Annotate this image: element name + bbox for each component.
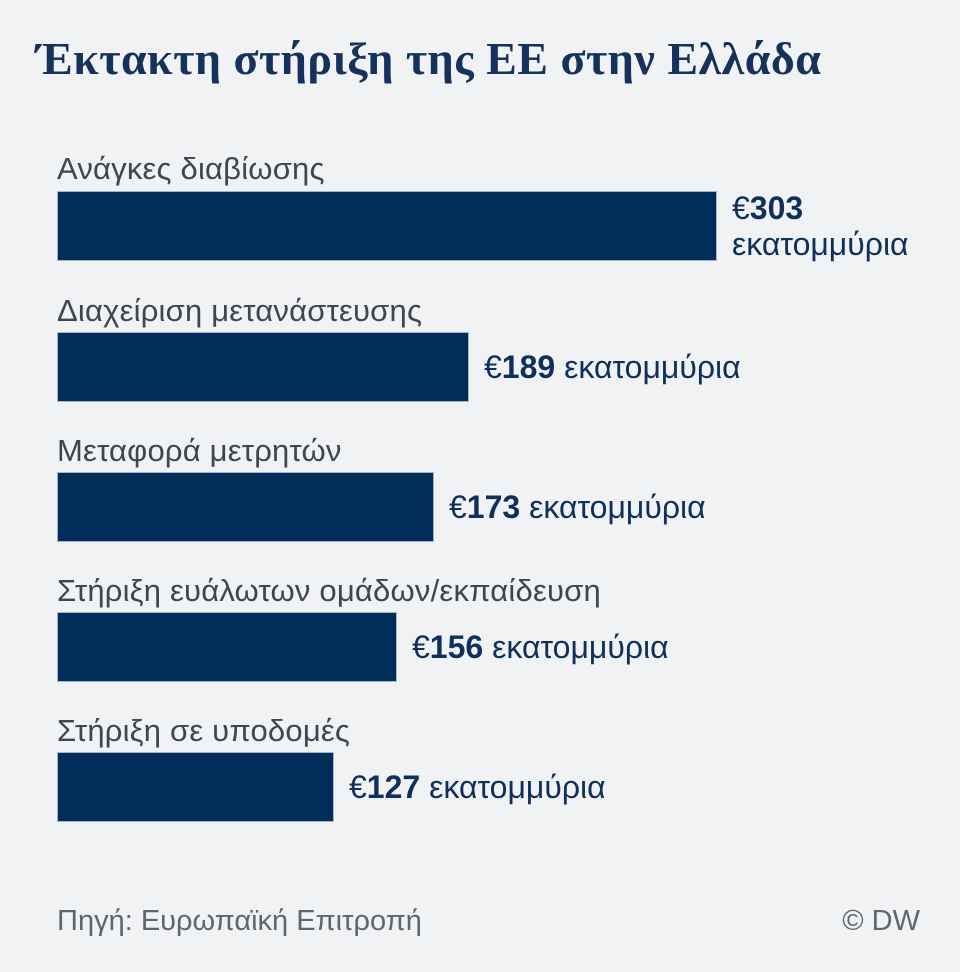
- bar-row: Στήριξη σε υποδομές €127 εκατομμύρια: [57, 710, 920, 822]
- bar: [57, 472, 434, 542]
- euro-symbol: €: [449, 489, 467, 525]
- bar: [57, 191, 717, 261]
- value-unit: εκατομμύρια: [529, 489, 706, 525]
- bar-line: €173 εκατομμύρια: [57, 472, 920, 542]
- chart-title: Έκτακτη στήριξη της ΕΕ στην Ελλάδα: [36, 33, 822, 84]
- euro-symbol: €: [732, 190, 750, 226]
- bar-chart: Ανάγκες διαβίωσης €303 εκατομμύρια Διαχε…: [57, 148, 920, 850]
- value-amount: 127: [366, 769, 421, 805]
- bar-row: Διαχείριση μετανάστευσης €189 εκατομμύρι…: [57, 290, 920, 402]
- bar-row: Ανάγκες διαβίωσης €303 εκατομμύρια: [57, 148, 920, 262]
- value-amount: 173: [466, 489, 521, 525]
- bar: [57, 752, 334, 822]
- category-label: Στήριξη ευάλωτων ομάδων/εκπαίδευση: [57, 573, 601, 608]
- value-label: €303 εκατομμύρια: [732, 190, 920, 262]
- euro-symbol: €: [349, 769, 367, 805]
- bar: [57, 332, 469, 402]
- bar-row: Στήριξη ευάλωτων ομάδων/εκπαίδευση €156 …: [57, 570, 920, 682]
- dw-copyright: © DW: [842, 905, 920, 937]
- euro-symbol: €: [484, 349, 502, 385]
- value-unit: εκατομμύρια: [492, 629, 669, 665]
- bar-row: Μεταφορά μετρητών €173 εκατομμύρια: [57, 430, 920, 542]
- value-unit: εκατομμύρια: [429, 769, 606, 805]
- bar-line: €189 εκατομμύρια: [57, 332, 920, 402]
- value-label: €189 εκατομμύρια: [484, 349, 920, 385]
- bar-line: €156 εκατομμύρια: [57, 612, 920, 682]
- euro-symbol: €: [412, 629, 430, 665]
- footer: Πηγή: Ευρωπαϊκή Επιτροπή © DW: [57, 904, 920, 938]
- category-label: Ανάγκες διαβίωσης: [57, 151, 325, 186]
- value-label: €127 εκατομμύρια: [349, 769, 920, 805]
- value-amount: 303: [749, 190, 804, 226]
- value-label: €156 εκατομμύρια: [412, 629, 920, 665]
- category-label: Μεταφορά μετρητών: [57, 433, 342, 468]
- source-credit: Πηγή: Ευρωπαϊκή Επιτροπή: [57, 905, 422, 937]
- category-label: Στήριξη σε υποδομές: [57, 713, 351, 748]
- value-unit: εκατομμύρια: [564, 349, 741, 385]
- value-label: €173 εκατομμύρια: [449, 489, 920, 525]
- bar-line: €127 εκατομμύρια: [57, 752, 920, 822]
- value-amount: 189: [501, 349, 556, 385]
- bar-line: €303 εκατομμύρια: [57, 190, 920, 262]
- value-amount: 156: [429, 629, 484, 665]
- bar: [57, 612, 397, 682]
- category-label: Διαχείριση μετανάστευσης: [57, 293, 423, 328]
- value-unit: εκατομμύρια: [732, 226, 909, 262]
